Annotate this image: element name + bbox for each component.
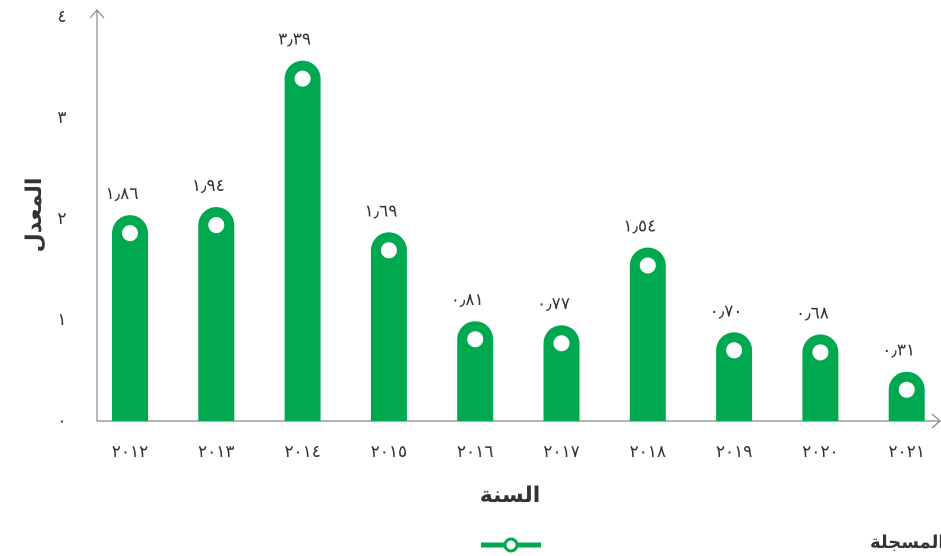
data-label: ٠٫٧٧	[537, 294, 570, 314]
bar	[284, 60, 321, 422]
x-tick-label: ٢٠١٥	[371, 442, 408, 462]
x-tick-label: ٢٠١٨	[630, 442, 667, 462]
bar	[543, 325, 580, 421]
bar	[370, 232, 407, 421]
y-tick-label: ٤	[57, 7, 66, 27]
data-label: ٣٫٣٩	[278, 30, 311, 50]
data-label: ٠٫٨١	[451, 290, 484, 310]
x-tick-label: ٢٠٢٠	[802, 442, 839, 462]
bar-marker	[467, 331, 484, 348]
bar	[629, 247, 666, 421]
data-label: ٠٫٧٠	[710, 301, 743, 321]
legend-label: إجمالي معدل الحوادث المسجلة	[870, 532, 941, 553]
data-label: ١٫٦٩	[364, 201, 397, 221]
data-label: ١٫٩٤	[192, 176, 225, 196]
data-label: ٠٫٣١	[882, 341, 915, 361]
bar-marker	[294, 70, 311, 87]
bar-marker	[208, 217, 225, 234]
y-tick-label: ١	[57, 310, 66, 330]
bar	[112, 215, 148, 421]
x-tick-label: ٢٠١٦	[457, 442, 494, 462]
bar	[457, 321, 494, 421]
y-tick-label: ٢	[57, 209, 66, 229]
bar-marker	[812, 344, 829, 361]
x-tick-label: ٢٠١٢	[112, 442, 149, 462]
y-tick-label: ٣	[57, 108, 66, 128]
x-tick-label: ٢٠١٤	[284, 442, 321, 462]
data-label: ١٫٨٦	[106, 184, 139, 204]
data-label: ٠٫٦٨	[796, 303, 829, 323]
x-tick-label: ٢٠١٩	[716, 442, 753, 462]
bar-marker	[122, 225, 138, 242]
x-tick-label: ٢٠١٧	[543, 442, 580, 462]
x-axis	[97, 413, 941, 429]
bar	[198, 207, 235, 421]
bar-marker	[380, 242, 397, 259]
bar	[716, 332, 753, 421]
bar-marker	[726, 342, 743, 359]
bar-marker	[553, 335, 570, 352]
y-tick-label: ٠	[57, 411, 66, 431]
bar-marker	[639, 257, 656, 274]
x-axis-label: السنة	[480, 483, 541, 508]
data-label: ١٫٥٤	[623, 216, 656, 236]
bar	[802, 334, 839, 421]
legend-marker	[503, 537, 519, 553]
y-axis	[89, 9, 105, 421]
x-tick-label: ٢٠١٣	[198, 442, 235, 462]
x-tick-label: ٢٠٢١	[888, 442, 925, 462]
y-axis-label: المعدل	[22, 178, 47, 253]
bar-marker	[898, 381, 915, 398]
